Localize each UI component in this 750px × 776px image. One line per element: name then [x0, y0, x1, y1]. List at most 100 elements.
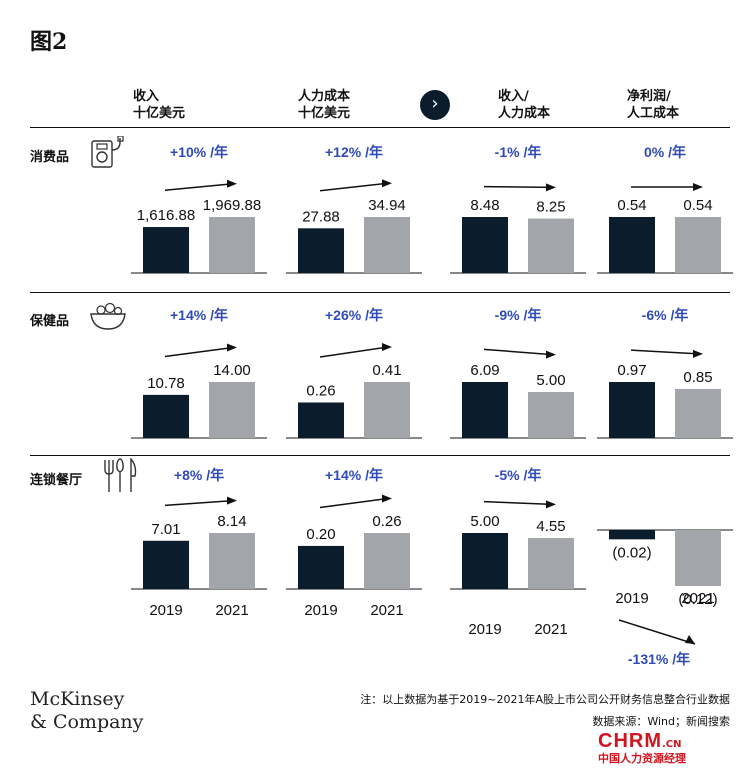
- chrm-watermark: CHRM.CN 中国人力资源经理: [598, 730, 686, 766]
- column-header-profit-per-labor: 净利润/ 人工成本: [627, 88, 679, 122]
- column-header-line2: 十亿美元: [298, 106, 351, 121]
- trend-arrow: [483, 348, 553, 356]
- growth-rate: +14% /年: [170, 307, 228, 323]
- trend-arrow: [319, 182, 389, 192]
- data-label: 7.01: [151, 521, 180, 538]
- data-label: 1,969.88: [203, 197, 261, 214]
- trend-arrowhead: [227, 496, 237, 505]
- x-tick-label: 2019: [615, 590, 648, 607]
- data-label: 0.54: [617, 197, 646, 214]
- growth-rate: -6% /年: [642, 307, 689, 323]
- trend-arrow: [164, 182, 234, 192]
- trend-arrow: [618, 619, 696, 645]
- bar-2021: [528, 538, 574, 589]
- trend-arrowhead: [546, 350, 556, 359]
- bar-2021: [675, 388, 721, 438]
- x-tick-label: 2019: [149, 602, 182, 619]
- column-header-revenue-per-labor: 收入/ 人力成本: [498, 88, 550, 122]
- row-divider: [30, 455, 730, 456]
- cutlery-icon: [104, 458, 137, 492]
- data-label: 6.09: [470, 362, 499, 379]
- header-divider: [30, 127, 730, 128]
- bar-2019: [609, 382, 655, 438]
- x-tick-label: 2021: [681, 590, 714, 607]
- data-label: 8.14: [217, 513, 246, 530]
- data-label: 8.48: [470, 197, 499, 214]
- data-label: 14.00: [213, 362, 251, 379]
- growth-rate: +12% /年: [325, 144, 383, 160]
- growth-rate: +14% /年: [325, 467, 383, 483]
- data-label: 4.55: [536, 518, 565, 535]
- x-tick-label: 2021: [370, 602, 403, 619]
- column-header-line2: 人力成本: [498, 106, 551, 121]
- trend-arrow: [483, 185, 553, 189]
- bar-2019: [298, 545, 344, 589]
- growth-rate: 0% /年: [644, 144, 686, 160]
- trend-arrow: [319, 346, 389, 358]
- row-label-restaurant-chains: 连锁餐厅: [30, 473, 83, 488]
- bar-2021: [528, 392, 574, 438]
- bar-2019: [298, 228, 344, 273]
- bar-2021: [675, 530, 721, 586]
- data-label: 0.41: [372, 362, 401, 379]
- data-label: 5.00: [536, 372, 565, 389]
- column-header-line2: 人工成本: [627, 106, 680, 121]
- row-label-consumer-goods: 消费品: [30, 150, 70, 165]
- watermark-subtitle: 中国人力资源经理: [598, 752, 686, 765]
- bar-2021: [364, 382, 410, 438]
- bar-2019: [462, 217, 508, 273]
- data-source: 数据来源：Wind；新闻搜索: [592, 715, 730, 728]
- logo-line2: & Company: [30, 711, 144, 733]
- data-label: 0.26: [306, 382, 335, 399]
- data-label: (0.12): [678, 591, 717, 608]
- growth-rate: -9% /年: [495, 307, 542, 323]
- data-label: 5.00: [470, 513, 499, 530]
- bar-2019: [143, 227, 189, 273]
- growth-rate: -131% /年: [628, 651, 690, 667]
- growth-rate: +26% /年: [325, 307, 383, 323]
- data-label: 8.25: [536, 199, 565, 216]
- trend-arrow: [164, 499, 234, 507]
- trend-arrowhead: [382, 179, 392, 188]
- bar-2019: [298, 402, 344, 438]
- bar-2021: [364, 533, 410, 589]
- data-label: 0.26: [372, 513, 401, 530]
- column-header-line1: 收入: [133, 89, 160, 104]
- growth-rate: -1% /年: [495, 144, 542, 160]
- footnote: 注：以上数据为基于2019~2021年A股上市公司公开财务信息整合行业数据: [360, 693, 730, 706]
- trend-arrow: [483, 500, 553, 506]
- trend-arrowhead: [546, 183, 556, 192]
- logo-line1: McKinsey: [30, 688, 125, 710]
- bar-2021: [209, 382, 255, 438]
- watermark-suffix: .CN: [662, 739, 682, 750]
- bar-2019: [143, 540, 189, 589]
- row-divider: [30, 292, 730, 293]
- music-player-icon: [91, 136, 124, 168]
- watermark-text: CHRM: [598, 730, 662, 752]
- data-label: (0.02): [612, 544, 651, 561]
- bar-2019: [609, 530, 655, 540]
- growth-rate: +10% /年: [170, 144, 228, 160]
- column-header-line1: 人力成本: [298, 89, 351, 104]
- next-arrow-button[interactable]: ›: [420, 90, 450, 120]
- column-header-labor-cost: 人力成本 十亿美元: [298, 88, 350, 122]
- trend-arrowhead: [382, 494, 392, 503]
- x-tick-label: 2021: [215, 602, 248, 619]
- bar-2019: [462, 533, 508, 589]
- data-label: 0.54: [683, 197, 712, 214]
- data-label: 0.97: [617, 362, 646, 379]
- bar-2021: [675, 217, 721, 273]
- x-tick-label: 2019: [304, 602, 337, 619]
- column-header-line1: 收入/: [498, 89, 529, 104]
- column-header-line1: 净利润/: [627, 89, 671, 104]
- trend-arrowhead: [693, 183, 703, 191]
- x-tick-label: 2019: [468, 621, 501, 638]
- trend-arrow: [630, 349, 700, 355]
- trend-arrowhead: [685, 635, 695, 644]
- bar-2019: [609, 217, 655, 273]
- trend-arrowhead: [693, 349, 703, 358]
- data-label: 27.88: [302, 208, 340, 225]
- trend-arrowhead: [227, 343, 237, 352]
- salad-bowl-icon: [90, 302, 126, 330]
